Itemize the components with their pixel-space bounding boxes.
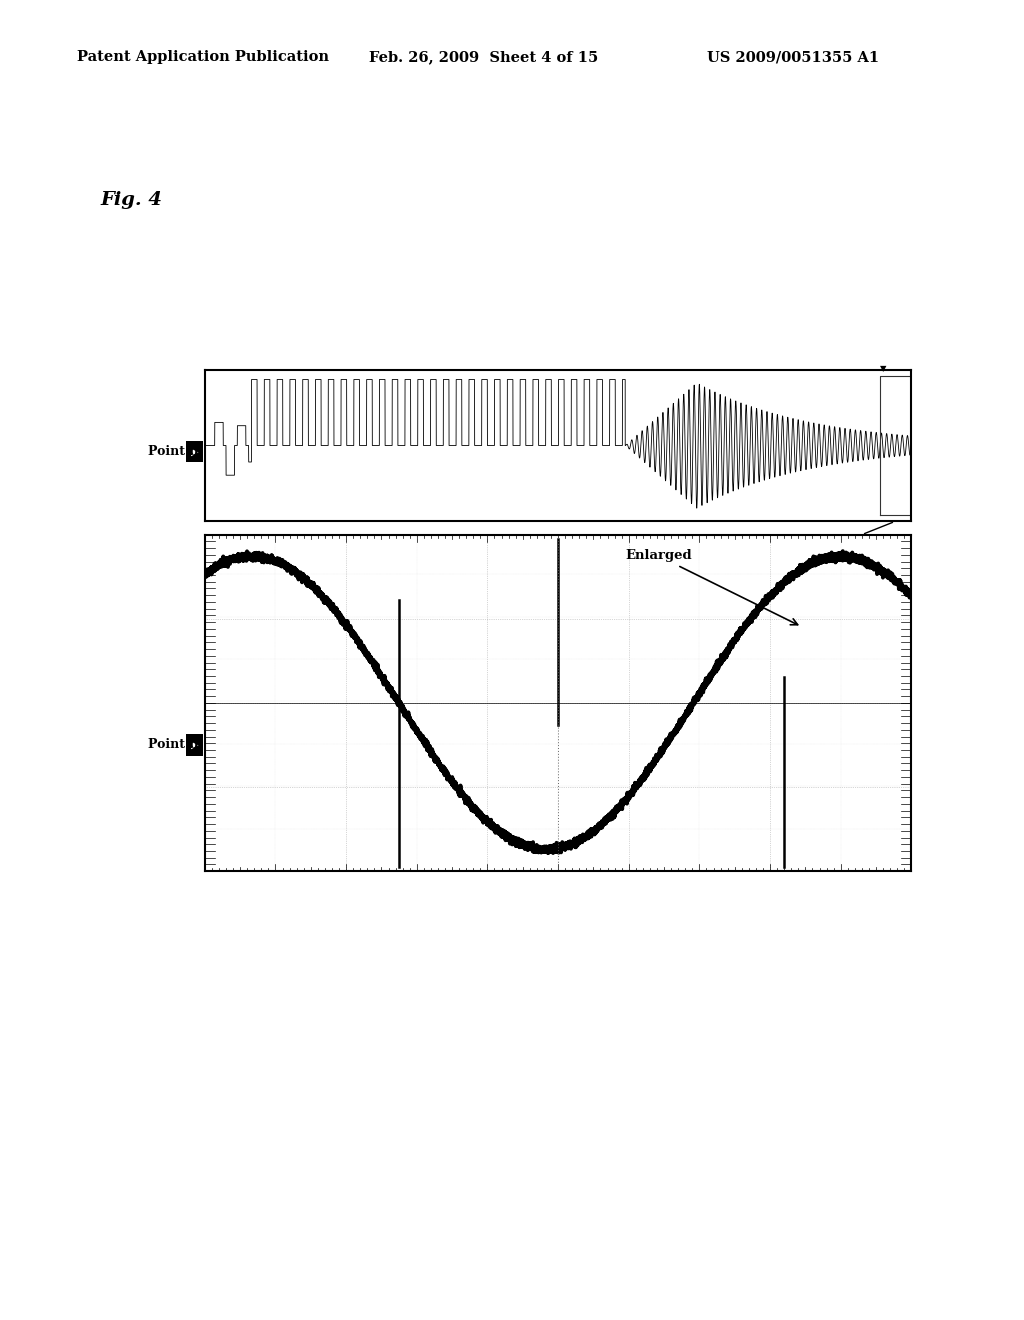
Text: Patent Application Publication: Patent Application Publication bbox=[77, 50, 329, 65]
Text: Feb. 26, 2009  Sheet 4 of 15: Feb. 26, 2009 Sheet 4 of 15 bbox=[369, 50, 598, 65]
Text: Point b: Point b bbox=[147, 738, 198, 751]
Text: ▶: ▶ bbox=[190, 741, 199, 750]
Text: Fig. 4: Fig. 4 bbox=[100, 191, 163, 210]
Text: ▶: ▶ bbox=[190, 446, 199, 457]
Text: Point b: Point b bbox=[147, 445, 198, 458]
Text: ▼: ▼ bbox=[880, 364, 887, 374]
Text: Enlarged: Enlarged bbox=[626, 549, 798, 624]
Text: US 2009/0051355 A1: US 2009/0051355 A1 bbox=[707, 50, 879, 65]
